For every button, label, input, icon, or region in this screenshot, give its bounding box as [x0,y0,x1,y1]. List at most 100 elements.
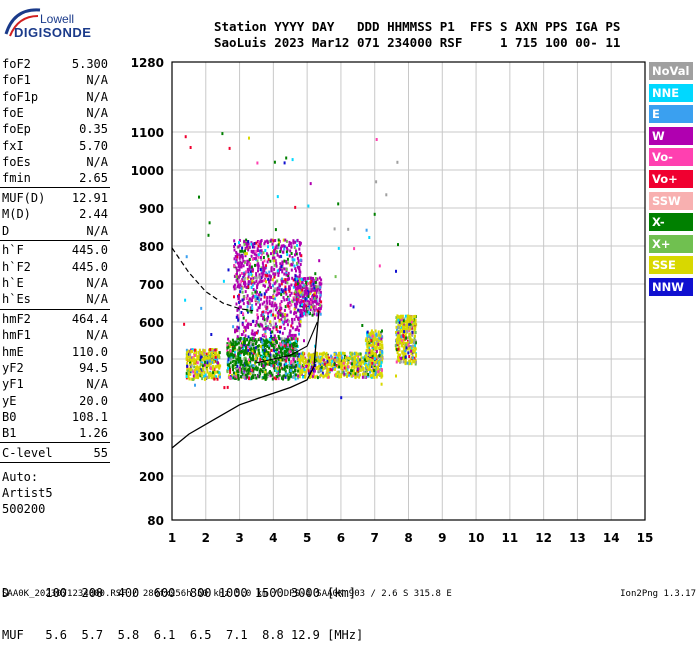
echo-point [277,315,280,319]
echo-point [195,350,198,354]
echo-point [183,322,186,326]
x-tick-label: 14 [603,531,620,545]
echo-point [288,300,291,304]
echo-point [306,287,309,291]
echo-point [197,376,199,380]
echo-point [306,310,309,314]
param-name: C-level [2,445,53,460]
y-tick-label: 200 [139,470,164,484]
echo-point [242,302,245,306]
echo-point [258,351,261,355]
echo-point [268,351,271,355]
echo-point [258,273,261,277]
echo-point [343,359,346,362]
y-tick-label: 1100 [131,126,164,140]
param-value: 2.65 [79,171,108,186]
echo-point [264,330,267,334]
param-value: 110.0 [71,344,108,359]
echo-point [375,367,378,371]
echo-point [209,362,212,365]
echo-point [333,362,336,366]
echo-point [295,249,298,253]
echo-point [243,239,246,243]
echo-point [411,333,414,337]
echo-point [236,269,239,272]
echo-point [323,362,326,366]
echo-point [289,249,292,253]
y-tick-label: 400 [139,391,164,405]
echo-point [253,367,256,371]
echo-point [363,370,365,374]
param-value: 55 [93,445,108,460]
echo-point [251,336,254,340]
echo-point [251,329,254,333]
echo-point [372,365,375,368]
echo-point [261,339,264,343]
echo-point [249,377,252,381]
echo-point [246,294,249,298]
echo-point [256,284,259,288]
echo-point [242,259,245,263]
echo-point [264,273,267,277]
echo-point [269,259,272,263]
echo-point [309,281,312,285]
echo-point [264,370,267,374]
echo-point [312,374,314,378]
echo-point [238,268,241,272]
echo-point [234,343,237,347]
echo-point [405,346,408,350]
echo-point [326,359,329,363]
echo-point [320,282,323,286]
echo-point [293,343,296,347]
echo-point [399,317,401,321]
echo-point [281,277,283,281]
echo-point [292,296,295,300]
echo-point [198,355,200,359]
echo-point [295,279,298,283]
echo-point [385,193,388,197]
echo-point [240,344,243,348]
echo-point [242,277,245,281]
echo-point [301,355,304,359]
o-trace [256,321,318,364]
echo-point [282,344,285,348]
echo-point [254,324,257,327]
y-tick-label: 900 [139,202,164,216]
muf-distance-table: D 100 200 400 600 800 1000 1500 3000 [km… [2,558,363,656]
echo-point [185,352,188,356]
echo-point [231,365,234,369]
legend-item-ssw: SSW [649,191,693,210]
echo-point [273,289,276,293]
echo-point [254,356,257,360]
echo-point [312,358,315,362]
echo-point [337,202,340,206]
echo-point [295,315,298,319]
echo-point [258,362,261,366]
echo-point [237,261,239,265]
echo-point [320,365,323,369]
echo-point [231,376,234,380]
echo-point [280,318,283,322]
echo-point [395,316,398,320]
echo-point [318,259,321,263]
echo-point [247,273,250,276]
echo-point [292,285,295,289]
echo-point [295,286,298,290]
echo-point [265,252,268,256]
echo-point [296,337,299,341]
echo-point [250,299,253,303]
echo-point [274,272,277,276]
echo-point [194,371,196,375]
echo-point [240,342,243,346]
echo-point [379,372,382,375]
echo-point [370,338,373,342]
echo-point [299,352,302,356]
echo-point [381,329,383,333]
echo-point [305,281,308,284]
echo-point [201,352,204,356]
x-tick-label: 3 [235,531,243,545]
echo-point [321,362,324,366]
echo-point [260,276,263,279]
echo-point [283,161,286,165]
echo-point [270,238,273,242]
